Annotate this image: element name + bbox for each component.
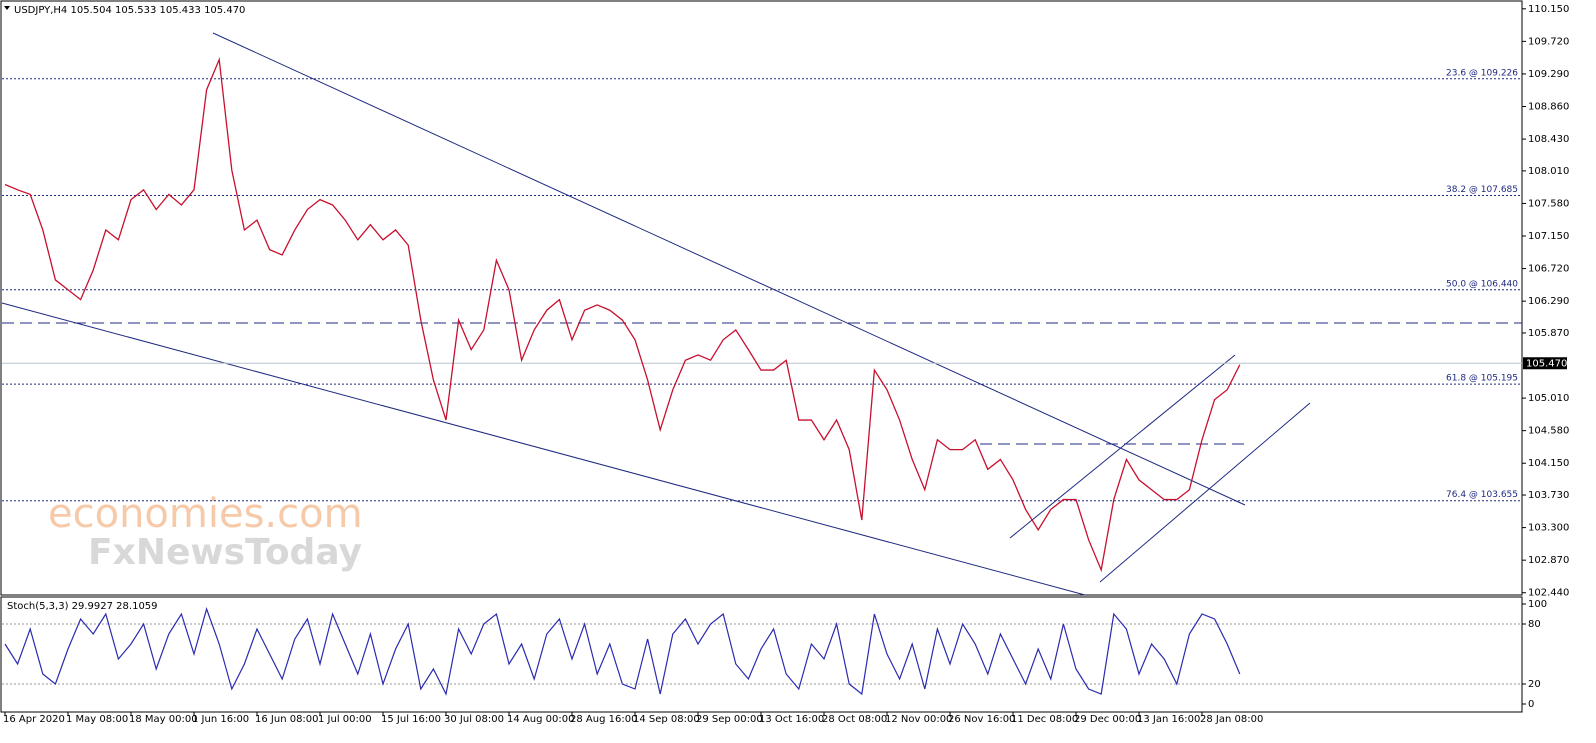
osc-tick-label: 20 — [1528, 679, 1541, 690]
y-tick-label: 105.870 — [1528, 328, 1569, 339]
x-tick-label: 26 Nov 16:00 — [948, 714, 1015, 725]
header-arrow — [4, 6, 10, 10]
y-tick-label: 104.580 — [1528, 426, 1569, 437]
x-tick-label: 14 Sep 08:00 — [633, 714, 700, 725]
fib-label: 76.4 @ 103.655 — [1446, 490, 1518, 500]
x-tick-label: 29 Dec 00:00 — [1074, 714, 1141, 725]
x-tick-label: 12 Nov 00:00 — [885, 714, 952, 725]
fib-label: 61.8 @ 105.195 — [1446, 374, 1518, 384]
osc-tick-label: 100 — [1528, 599, 1547, 610]
x-tick-label: 14 Aug 00:00 — [507, 714, 574, 725]
y-tick-label: 103.730 — [1528, 490, 1569, 501]
fib-label: 50.0 @ 106.440 — [1446, 279, 1518, 289]
y-tick-label: 105.010 — [1528, 393, 1569, 404]
x-tick-label: 28 Jan 08:00 — [1200, 714, 1263, 725]
oscillator-frame — [0, 596, 1523, 713]
x-tick-label: 28 Oct 08:00 — [822, 714, 887, 725]
y-tick-label: 102.870 — [1528, 555, 1569, 566]
y-tick-label: 109.290 — [1528, 69, 1569, 80]
oscillator-line — [4, 607, 1241, 696]
x-tick-label: 11 Dec 08:00 — [1011, 714, 1078, 725]
y-tick-label: 107.150 — [1528, 231, 1569, 242]
x-tick-label: 13 Oct 16:00 — [759, 714, 824, 725]
watermark: economies.com — [48, 491, 363, 537]
x-tick-label: 29 Sep 00:00 — [696, 714, 763, 725]
y-tick-label: 109.720 — [1528, 36, 1569, 47]
x-tick-label: 1 May 08:00 — [66, 714, 128, 725]
y-tick-label: 102.440 — [1528, 588, 1569, 599]
x-tick-label: 30 Jul 08:00 — [444, 714, 504, 725]
x-tick-label: 18 May 00:00 — [129, 714, 198, 725]
fib-label: 23.6 @ 109.226 — [1446, 68, 1518, 78]
watermark: FxNewsToday — [88, 532, 362, 573]
y-tick-label: 103.300 — [1528, 523, 1569, 534]
x-tick-label: 28 Aug 16:00 — [570, 714, 637, 725]
last-price-box — [1523, 357, 1567, 370]
x-tick-label: 13 Jan 16:00 — [1137, 714, 1200, 725]
y-tick-label: 110.150 — [1528, 4, 1569, 15]
y-tick-label: 108.010 — [1528, 166, 1569, 177]
osc-tick-label: 80 — [1528, 619, 1541, 630]
x-tick-label: 15 Jul 16:00 — [381, 714, 441, 725]
x-tick-label: 1 Jun 16:00 — [192, 714, 249, 725]
osc-tick-label: 0 — [1528, 699, 1534, 710]
y-tick-label: 107.580 — [1528, 198, 1569, 209]
x-tick-label: 16 Apr 2020 — [3, 714, 65, 725]
x-tick-label: 1 Jul 00:00 — [318, 714, 372, 725]
y-tick-label: 108.430 — [1528, 134, 1569, 145]
last-price-label: 105.470 — [1526, 358, 1567, 369]
price-frame — [0, 0, 1523, 596]
y-tick-label: 104.150 — [1528, 458, 1569, 469]
y-tick-label: 106.290 — [1528, 296, 1569, 307]
price-line — [4, 56, 1241, 573]
y-tick-label: 108.860 — [1528, 102, 1569, 113]
oscillator-title: Stoch(5,3,3) 29.9927 28.1059 — [7, 601, 158, 612]
header: USDJPY,H4 105.504 105.533 105.433 105.47… — [14, 5, 245, 16]
fib-label: 38.2 @ 107.685 — [1446, 185, 1518, 195]
y-tick-label: 106.720 — [1528, 264, 1569, 275]
trendlines — [1, 32, 1522, 596]
x-tick-label: 16 Jun 08:00 — [255, 714, 319, 725]
